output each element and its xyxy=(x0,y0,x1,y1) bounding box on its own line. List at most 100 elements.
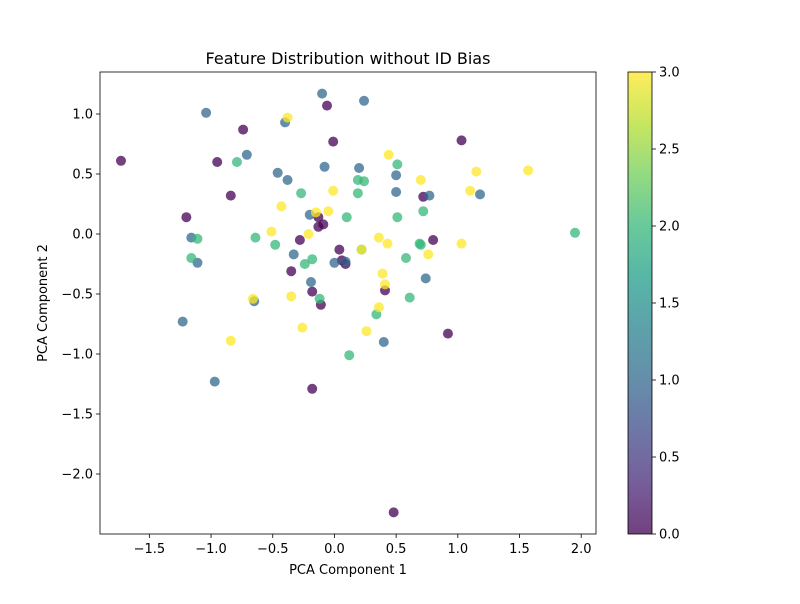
scatter-point xyxy=(456,238,467,249)
x-tick-label: 0.5 xyxy=(386,542,407,557)
scatter-point xyxy=(276,201,287,212)
x-tick-label: −1.0 xyxy=(195,542,227,557)
scatter-point xyxy=(225,190,236,201)
scatter-point xyxy=(442,328,453,339)
colorbar-tick-label: 3.0 xyxy=(659,66,680,81)
scatter-point xyxy=(341,212,352,223)
y-tick-label: −2.0 xyxy=(61,468,93,483)
scatter-point xyxy=(356,244,367,255)
scatter-points xyxy=(115,88,581,518)
scatter-point xyxy=(303,229,314,239)
scatter-point xyxy=(307,254,318,265)
chart-title: Feature Distribution without ID Bias xyxy=(206,49,491,68)
y-tick-label: −1.5 xyxy=(61,408,93,423)
scatter-point xyxy=(415,239,426,250)
scatter-point xyxy=(377,268,388,279)
scatter-point xyxy=(378,337,389,347)
scatter-point xyxy=(428,235,439,245)
scatter-point xyxy=(391,170,402,181)
scatter-point xyxy=(307,286,318,297)
colorbar-tick-label: 1.0 xyxy=(659,374,680,389)
scatter-point xyxy=(361,326,372,337)
scatter-point xyxy=(307,383,318,394)
scatter-point xyxy=(570,227,581,238)
scatter-point xyxy=(192,233,203,244)
scatter-point xyxy=(328,185,339,196)
scatter-point xyxy=(177,316,188,327)
scatter-point xyxy=(418,206,429,217)
y-tick-label: 0.5 xyxy=(72,168,93,183)
scatter-point xyxy=(294,235,305,245)
y-tick-label: −1.0 xyxy=(61,348,93,363)
colorbar-tick-label: 0.5 xyxy=(659,451,680,466)
scatter-point xyxy=(340,256,351,267)
y-axis-ticks: 1.0 0.5 0.0 −0.5 −1.0 −1.5 −2.0 xyxy=(61,108,100,483)
scatter-point xyxy=(286,291,297,302)
scatter-point xyxy=(241,149,252,160)
scatter-point xyxy=(400,253,411,263)
scatter-point xyxy=(238,124,249,135)
x-tick-label: 1.5 xyxy=(509,542,530,557)
scatter-point xyxy=(231,157,242,167)
scatter-point xyxy=(392,212,403,223)
colorbar-gradient xyxy=(628,72,652,534)
scatter-point xyxy=(383,149,394,160)
colorbar-tick-label: 1.5 xyxy=(659,297,680,312)
scatter-point xyxy=(523,165,534,176)
scatter-point xyxy=(318,219,329,230)
scatter-point xyxy=(310,207,321,218)
scatter-point xyxy=(212,157,223,167)
scatter-point xyxy=(209,376,220,387)
x-tick-label: 0.0 xyxy=(324,542,345,557)
scatter-point xyxy=(225,335,236,346)
colorbar-tick-label: 2.0 xyxy=(659,220,680,235)
scatter-point xyxy=(272,167,283,178)
scatter-point xyxy=(266,226,277,237)
y-axis-label: PCA Component 2 xyxy=(36,244,51,362)
scatter-point xyxy=(329,257,340,268)
scatter-point xyxy=(296,188,307,199)
colorbar-tick-label: 2.5 xyxy=(659,143,680,158)
scatter-point xyxy=(404,292,415,303)
x-tick-label: −0.5 xyxy=(257,542,289,557)
x-tick-label: −1.5 xyxy=(134,542,166,557)
colorbar-tick-label: 0.0 xyxy=(659,528,680,543)
scatter-point xyxy=(322,100,333,111)
scatter-point xyxy=(471,166,482,177)
scatter-point xyxy=(392,159,403,170)
scatter-point xyxy=(354,163,365,173)
scatter-point xyxy=(380,279,391,290)
scatter-point xyxy=(201,107,212,118)
scatter-point xyxy=(323,206,334,217)
x-tick-label: 1.0 xyxy=(447,542,468,557)
x-axis-ticks: −1.5 −1.0 −0.5 0.0 0.5 1.0 1.5 2.0 xyxy=(134,534,592,557)
scatter-point xyxy=(314,293,325,304)
scatter-point xyxy=(282,175,293,185)
scatter-point xyxy=(475,189,486,200)
scatter-point xyxy=(115,155,126,166)
scatter-point xyxy=(305,277,316,287)
scatter-point xyxy=(288,249,299,260)
scatter-point xyxy=(382,238,393,249)
scatter-point xyxy=(186,253,197,263)
scatter-point xyxy=(359,95,370,106)
scatter-point xyxy=(423,249,434,260)
scatter-point xyxy=(317,88,328,99)
scatter-point xyxy=(250,232,261,243)
scatter-point xyxy=(465,185,476,196)
scatter-point xyxy=(388,507,399,518)
x-axis-label: PCA Component 1 xyxy=(289,563,407,578)
scatter-point xyxy=(286,266,297,277)
scatter-point xyxy=(391,187,402,197)
scatter-point xyxy=(328,136,339,147)
scatter-point xyxy=(181,212,192,223)
scatter-point xyxy=(373,302,384,313)
scatter-point xyxy=(297,322,308,333)
scatter-point xyxy=(420,273,431,284)
colorbar-ticks: 0.0 0.5 1.0 1.5 2.0 2.5 3.0 xyxy=(652,66,680,543)
y-tick-label: 0.0 xyxy=(72,228,93,243)
scatter-point xyxy=(373,232,384,243)
scatter-point xyxy=(415,175,426,185)
